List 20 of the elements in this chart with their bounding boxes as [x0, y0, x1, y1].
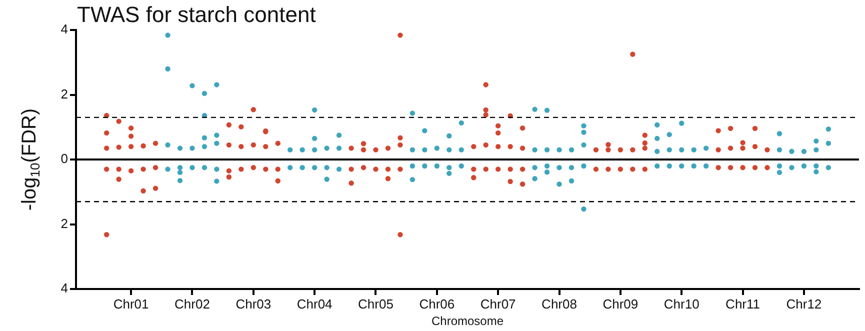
y-tick-label: 2 — [60, 86, 68, 102]
y-axis-title: -log10(FDR) — [18, 108, 43, 211]
x-tick-label: Chr04 — [296, 296, 332, 312]
x-tick-label: Chr02 — [174, 296, 210, 312]
y-tick-label: 4 — [60, 280, 68, 296]
chart-title: TWAS for starch content — [77, 2, 316, 28]
y-tick-label: 4 — [60, 22, 68, 37]
y-tick-label: 2 — [60, 216, 68, 231]
x-tick-label: Chr11 — [726, 296, 760, 312]
x-tick-label: Chr01 — [113, 296, 149, 312]
x-tick-label: Chr07 — [480, 296, 516, 312]
y-tick-label: 0 — [60, 151, 68, 166]
x-tick-label: Chr06 — [419, 296, 455, 312]
x-tick-label: Chr03 — [236, 296, 272, 312]
x-tick-label: Chr09 — [602, 296, 638, 312]
x-tick-label: Chr10 — [664, 296, 700, 312]
x-tick-label: Chr08 — [542, 296, 577, 312]
x-tick-label: Chr05 — [358, 296, 394, 312]
x-tick-label: Chr12 — [786, 296, 822, 312]
x-axis-title: Chromosome — [431, 314, 504, 328]
